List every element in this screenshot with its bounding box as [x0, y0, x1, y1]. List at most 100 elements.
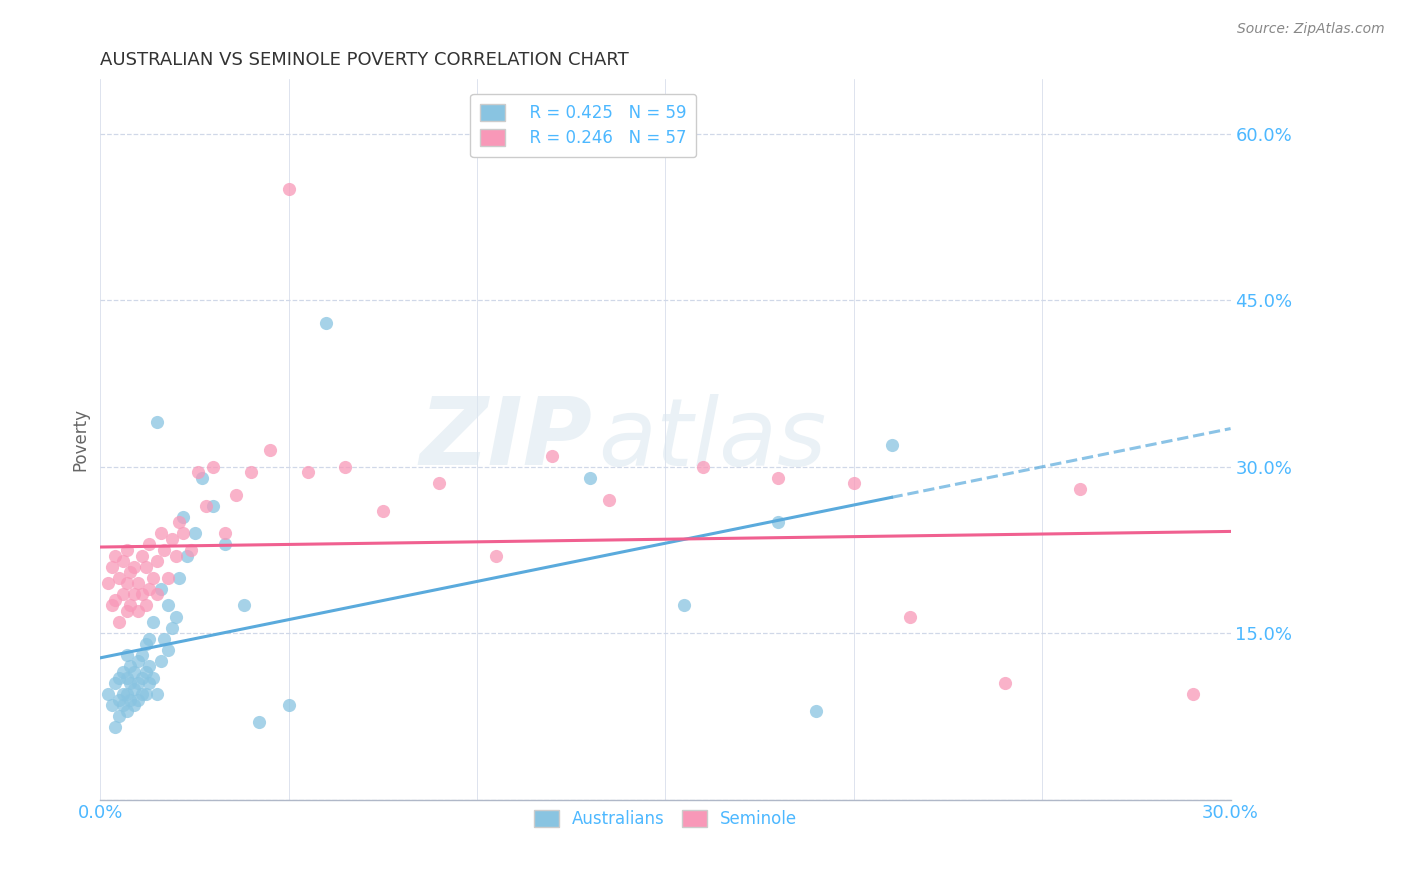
Point [172, 509, 194, 524]
Point [768, 471, 790, 485]
Point [135, 559, 157, 574]
Point [131, 671, 153, 685]
Point [127, 692, 149, 706]
Point [104, 593, 127, 607]
Point [240, 466, 263, 480]
Point [673, 599, 696, 613]
Point [135, 687, 157, 701]
Point [115, 687, 138, 701]
Point [127, 676, 149, 690]
Point [122, 559, 145, 574]
Point [120, 692, 142, 706]
Point [120, 676, 142, 690]
Point [169, 515, 191, 529]
Point [993, 676, 1015, 690]
Point [138, 582, 160, 596]
Point [153, 632, 176, 646]
Point [225, 487, 247, 501]
Point [277, 182, 299, 196]
Point [165, 609, 187, 624]
Point [315, 316, 337, 330]
Point [111, 698, 134, 713]
Point [135, 599, 157, 613]
Point [214, 537, 236, 551]
Point [97, 576, 120, 591]
Point [122, 587, 145, 601]
Legend: Australians, Seminole: Australians, Seminole [527, 803, 804, 834]
Point [429, 476, 451, 491]
Point [115, 671, 138, 685]
Point [131, 648, 153, 663]
Point [160, 621, 183, 635]
Point [120, 599, 142, 613]
Point [111, 687, 134, 701]
Point [108, 571, 131, 585]
Point [194, 499, 217, 513]
Point [115, 543, 138, 558]
Point [100, 599, 122, 613]
Point [202, 459, 225, 474]
Point [202, 499, 225, 513]
Point [111, 665, 134, 679]
Point [108, 671, 131, 685]
Point [165, 549, 187, 563]
Point [122, 681, 145, 696]
Text: AUSTRALIAN VS SEMINOLE POVERTY CORRELATION CHART: AUSTRALIAN VS SEMINOLE POVERTY CORRELATI… [100, 51, 628, 69]
Point [146, 416, 169, 430]
Point [97, 687, 120, 701]
Point [157, 642, 180, 657]
Point [160, 532, 183, 546]
Point [131, 687, 153, 701]
Point [335, 459, 357, 474]
Point [149, 654, 172, 668]
Point [153, 543, 176, 558]
Point [277, 698, 299, 713]
Point [108, 692, 131, 706]
Point [127, 576, 149, 591]
Point [146, 587, 169, 601]
Point [191, 471, 214, 485]
Point [146, 687, 169, 701]
Point [138, 659, 160, 673]
Point [131, 549, 153, 563]
Point [172, 526, 194, 541]
Point [104, 549, 127, 563]
Point [297, 466, 319, 480]
Point [142, 615, 165, 629]
Point [1181, 687, 1204, 701]
Point [131, 587, 153, 601]
Point [541, 449, 564, 463]
Point [898, 609, 921, 624]
Point [598, 493, 620, 508]
Point [122, 665, 145, 679]
Point [804, 704, 827, 718]
Point [138, 632, 160, 646]
Y-axis label: Poverty: Poverty [72, 408, 89, 471]
Point [169, 571, 191, 585]
Point [138, 676, 160, 690]
Point [120, 659, 142, 673]
Point [104, 721, 127, 735]
Point [180, 543, 202, 558]
Point [104, 676, 127, 690]
Point [247, 714, 270, 729]
Point [176, 549, 198, 563]
Point [115, 648, 138, 663]
Point [138, 537, 160, 551]
Point [149, 582, 172, 596]
Point [115, 704, 138, 718]
Point [122, 698, 145, 713]
Point [485, 549, 508, 563]
Point [692, 459, 714, 474]
Text: Source: ZipAtlas.com: Source: ZipAtlas.com [1237, 22, 1385, 37]
Point [142, 571, 165, 585]
Text: ZIP: ZIP [419, 393, 592, 485]
Point [157, 571, 180, 585]
Point [371, 504, 394, 518]
Point [135, 637, 157, 651]
Point [115, 576, 138, 591]
Point [842, 476, 865, 491]
Point [1069, 482, 1091, 496]
Point [111, 587, 134, 601]
Point [880, 437, 903, 451]
